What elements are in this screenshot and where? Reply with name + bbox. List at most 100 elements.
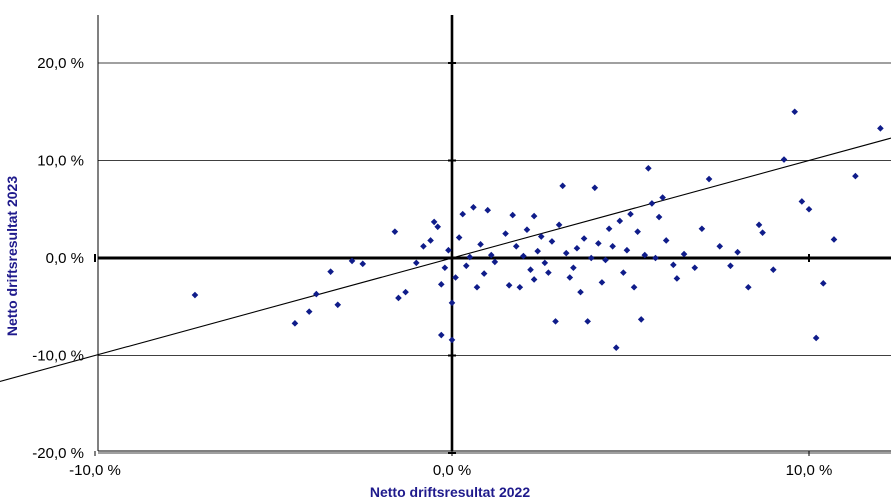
data-point [491, 258, 499, 266]
data-point [605, 225, 613, 233]
data-point [541, 259, 549, 267]
data-point [648, 200, 656, 207]
data-point [530, 212, 538, 220]
data-point [566, 274, 574, 281]
data-point [716, 243, 724, 250]
data-point [430, 218, 438, 226]
data-point [477, 241, 484, 248]
y-axis-title: Netto driftsresultat 2023 [4, 176, 20, 336]
data-point [759, 229, 766, 236]
data-point [645, 165, 652, 172]
data-point [520, 252, 527, 260]
data-point [537, 233, 545, 240]
reference-line [0, 137, 891, 383]
data-point [830, 236, 838, 243]
data-point [641, 251, 649, 259]
data-point [313, 290, 320, 298]
data-point [448, 299, 456, 307]
data-point [602, 256, 609, 264]
y-tick-label: -10,0 % [32, 348, 84, 365]
data-point [359, 260, 367, 268]
data-point [559, 182, 566, 190]
data-point [630, 283, 638, 291]
data-point [487, 251, 495, 259]
data-point [505, 282, 513, 289]
data-point [770, 266, 777, 273]
data-point [705, 175, 713, 183]
data-point [798, 198, 806, 205]
identity-line [0, 137, 891, 383]
data-points [191, 108, 884, 351]
data-point [852, 172, 859, 180]
data-point [348, 257, 356, 265]
data-point [698, 225, 706, 233]
data-point [691, 264, 699, 272]
data-point [580, 235, 588, 242]
gridlines [98, 62, 891, 454]
data-point [670, 261, 677, 269]
data-point [437, 281, 445, 288]
data-point [437, 331, 445, 339]
data-point [427, 237, 434, 244]
data-point [441, 264, 449, 272]
data-point [680, 250, 688, 258]
data-point [402, 288, 409, 296]
data-point [805, 205, 813, 213]
data-point [634, 228, 641, 235]
y-tick-label: -20,0 % [32, 445, 84, 462]
x-tick-label: 0,0 % [433, 462, 471, 479]
data-point [577, 288, 584, 296]
data-point [480, 270, 488, 277]
data-point [434, 223, 442, 231]
data-point [516, 283, 524, 291]
data-point [562, 249, 570, 257]
data-point [466, 253, 474, 261]
data-point [570, 264, 577, 272]
data-point [620, 269, 627, 276]
y-tick-label: 20,0 % [37, 55, 84, 72]
data-point [591, 184, 599, 192]
data-point [452, 274, 459, 281]
data-point [745, 283, 752, 291]
data-point [413, 259, 420, 267]
data-point [555, 221, 563, 229]
data-point [509, 211, 516, 219]
data-point [819, 280, 827, 287]
data-point [616, 217, 624, 225]
data-point [623, 246, 631, 254]
data-point [527, 266, 534, 273]
data-point [573, 244, 581, 252]
data-point [609, 243, 616, 250]
data-point [655, 213, 663, 221]
data-point [755, 221, 763, 229]
x-tick-label: 10,0 % [786, 462, 833, 479]
data-point [812, 334, 820, 342]
x-axis-title: Netto driftsresultat 2022 [370, 484, 530, 500]
data-point [673, 275, 681, 282]
data-point [587, 254, 595, 262]
data-point [584, 318, 591, 325]
x-tick-label: -10,0 % [69, 462, 121, 479]
data-point [473, 283, 481, 291]
data-point [662, 237, 670, 244]
zero-axes [94, 15, 891, 456]
data-point [734, 248, 741, 256]
data-point [595, 240, 602, 247]
data-point [523, 226, 531, 234]
data-point [727, 262, 734, 270]
data-point [395, 294, 402, 302]
data-point [598, 279, 606, 286]
data-point [391, 228, 399, 235]
data-point [448, 336, 456, 344]
y-tick-label: 10,0 % [37, 153, 84, 170]
data-point [612, 344, 620, 351]
data-point [780, 156, 788, 163]
data-point [459, 210, 467, 218]
data-point [627, 210, 634, 218]
tick-labels: -20,0 %-10,0 %0,0 %10,0 %20,0 %-20,0 %-1… [32, 55, 833, 479]
data-point [502, 230, 509, 237]
data-point [512, 243, 520, 250]
data-point [545, 269, 552, 276]
data-point [534, 247, 541, 255]
